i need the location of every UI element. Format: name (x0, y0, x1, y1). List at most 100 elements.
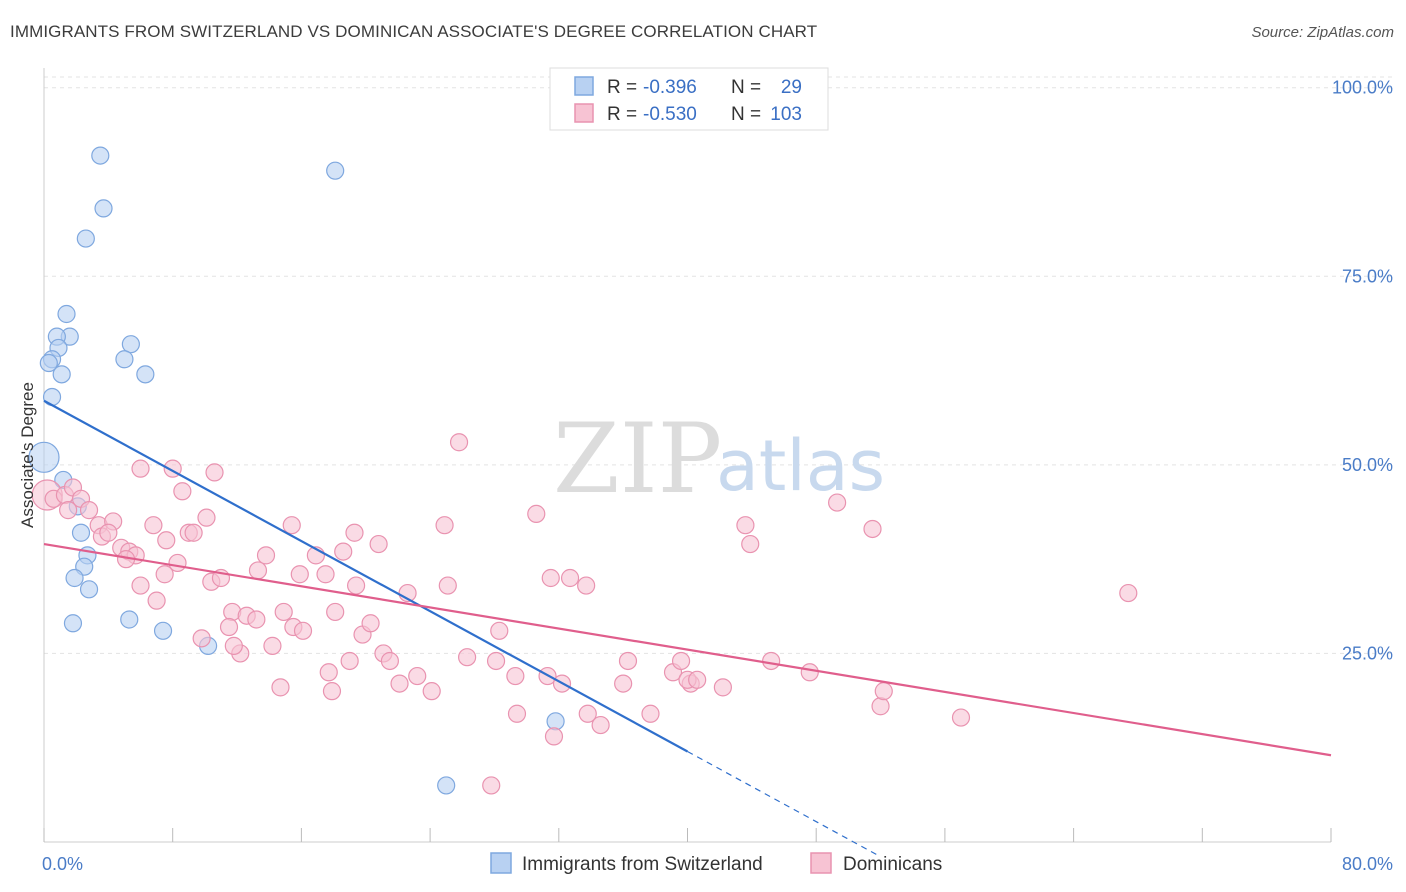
pink-point-67 (458, 648, 477, 667)
blue-point-5 (57, 304, 76, 324)
legend-n-value-blue: 29 (781, 77, 802, 98)
pink-point-62 (408, 666, 427, 686)
pink-point-60 (390, 674, 409, 693)
pink-point-36 (247, 610, 266, 629)
pink-point-96 (871, 697, 890, 716)
legend-n-value-pink: 103 (770, 104, 802, 125)
blue-point-12 (115, 350, 134, 369)
legend-swatch-blue (574, 76, 594, 96)
blue-point-24 (120, 610, 139, 629)
data-points (28, 146, 1138, 795)
pink-point-88 (688, 670, 707, 689)
legend-r-value-blue: -0.396 (643, 77, 697, 98)
pink-point-32 (219, 617, 239, 637)
pink-point-74 (541, 568, 560, 588)
pink-point-24 (205, 463, 224, 482)
pink-point-48 (319, 663, 338, 682)
pink-point-99 (1119, 583, 1138, 603)
series-legend-label-pink: Dominicans (843, 854, 942, 875)
pink-point-45 (290, 565, 309, 584)
pink-point-98 (951, 708, 971, 727)
blue-point-4 (326, 161, 345, 180)
pink-point-70 (506, 666, 525, 686)
legend-r-label-blue: R = (607, 77, 637, 98)
pink-trend-line (43, 542, 1332, 757)
pink-point-53 (346, 576, 366, 595)
pink-point-91 (741, 534, 760, 554)
pink-point-72 (527, 504, 546, 523)
legend-r-label-pink: R = (607, 104, 637, 125)
blue-point-21 (65, 568, 84, 588)
blue-point-22 (79, 580, 99, 599)
legend-n-label-blue: N = (731, 77, 761, 98)
pink-point-83 (641, 704, 660, 723)
pink-point-50 (322, 682, 342, 701)
series-legend-swatch-pink (810, 852, 832, 874)
pink-point-35 (224, 636, 243, 655)
blue-trend-line (43, 399, 689, 753)
pink-point-66 (449, 433, 469, 452)
blue-point-25 (153, 621, 173, 640)
pink-point-6 (59, 501, 78, 520)
pink-point-19 (155, 565, 174, 584)
pink-point-27 (184, 523, 203, 542)
pink-point-57 (369, 534, 388, 554)
blue-point-18 (71, 523, 91, 542)
pink-point-54 (345, 523, 364, 542)
blue-point-0 (28, 441, 60, 473)
pink-point-93 (800, 663, 819, 682)
series-legend-swatch-blue (490, 852, 512, 874)
pink-point-23 (173, 482, 192, 501)
pink-point-16 (144, 516, 163, 535)
stats-legend-box (549, 67, 829, 131)
pink-point-56 (361, 614, 380, 633)
pink-point-31 (192, 629, 211, 648)
pink-point-5 (79, 501, 99, 520)
chart-title: IMMIGRANTS FROM SWITZERLAND VS DOMINICAN… (10, 22, 818, 41)
y-tick-label-0: 25.0% (1342, 643, 1393, 663)
pink-point-68 (486, 651, 506, 671)
pink-point-85 (671, 651, 691, 671)
stats-legend: R = -0.396 N = 29 R = -0.530 N = 103 (549, 67, 829, 131)
pink-point-25 (197, 508, 216, 527)
pink-point-69 (490, 621, 509, 640)
pink-point-64 (435, 516, 454, 535)
pink-point-78 (577, 576, 596, 595)
blue-point-13 (136, 365, 155, 384)
watermark-atlas: atlas (716, 425, 885, 507)
blue-point-2 (94, 199, 113, 218)
blue-point-1 (91, 146, 110, 165)
pink-point-94 (828, 493, 847, 512)
legend-r-value-pink: -0.530 (643, 104, 697, 125)
blue-point-14 (52, 365, 71, 384)
pink-point-43 (293, 621, 313, 640)
pink-point-71 (507, 704, 527, 723)
pink-point-17 (157, 531, 176, 550)
pink-point-95 (863, 519, 882, 539)
blue-point-11 (121, 335, 140, 354)
pink-point-49 (326, 602, 345, 622)
blue-point-27 (546, 712, 565, 731)
y-tick-label-2: 75.0% (1342, 266, 1393, 286)
grid (44, 76, 1392, 654)
blue-point-28 (437, 776, 456, 795)
pink-point-80 (591, 715, 610, 735)
pink-point-100 (482, 776, 501, 795)
y-tick-label-3: 100.0% (1332, 78, 1393, 98)
pink-point-89 (713, 678, 732, 697)
pink-point-41 (274, 602, 293, 622)
pink-point-52 (340, 651, 359, 671)
pink-point-51 (334, 542, 353, 561)
pink-point-10 (99, 523, 118, 542)
trend-lines (43, 399, 1332, 858)
pink-point-15 (131, 576, 150, 595)
watermark-zip: ZIP (553, 403, 722, 515)
series-legend: Immigrants from Switzerland Dominicans (490, 852, 942, 875)
pink-point-39 (263, 636, 282, 655)
pink-point-20 (147, 591, 166, 610)
pink-point-65 (438, 576, 457, 595)
pink-point-82 (618, 651, 638, 671)
pink-point-38 (256, 546, 276, 565)
y-tick-labels: 25.0% 50.0% 75.0% 100.0% (1332, 78, 1393, 664)
